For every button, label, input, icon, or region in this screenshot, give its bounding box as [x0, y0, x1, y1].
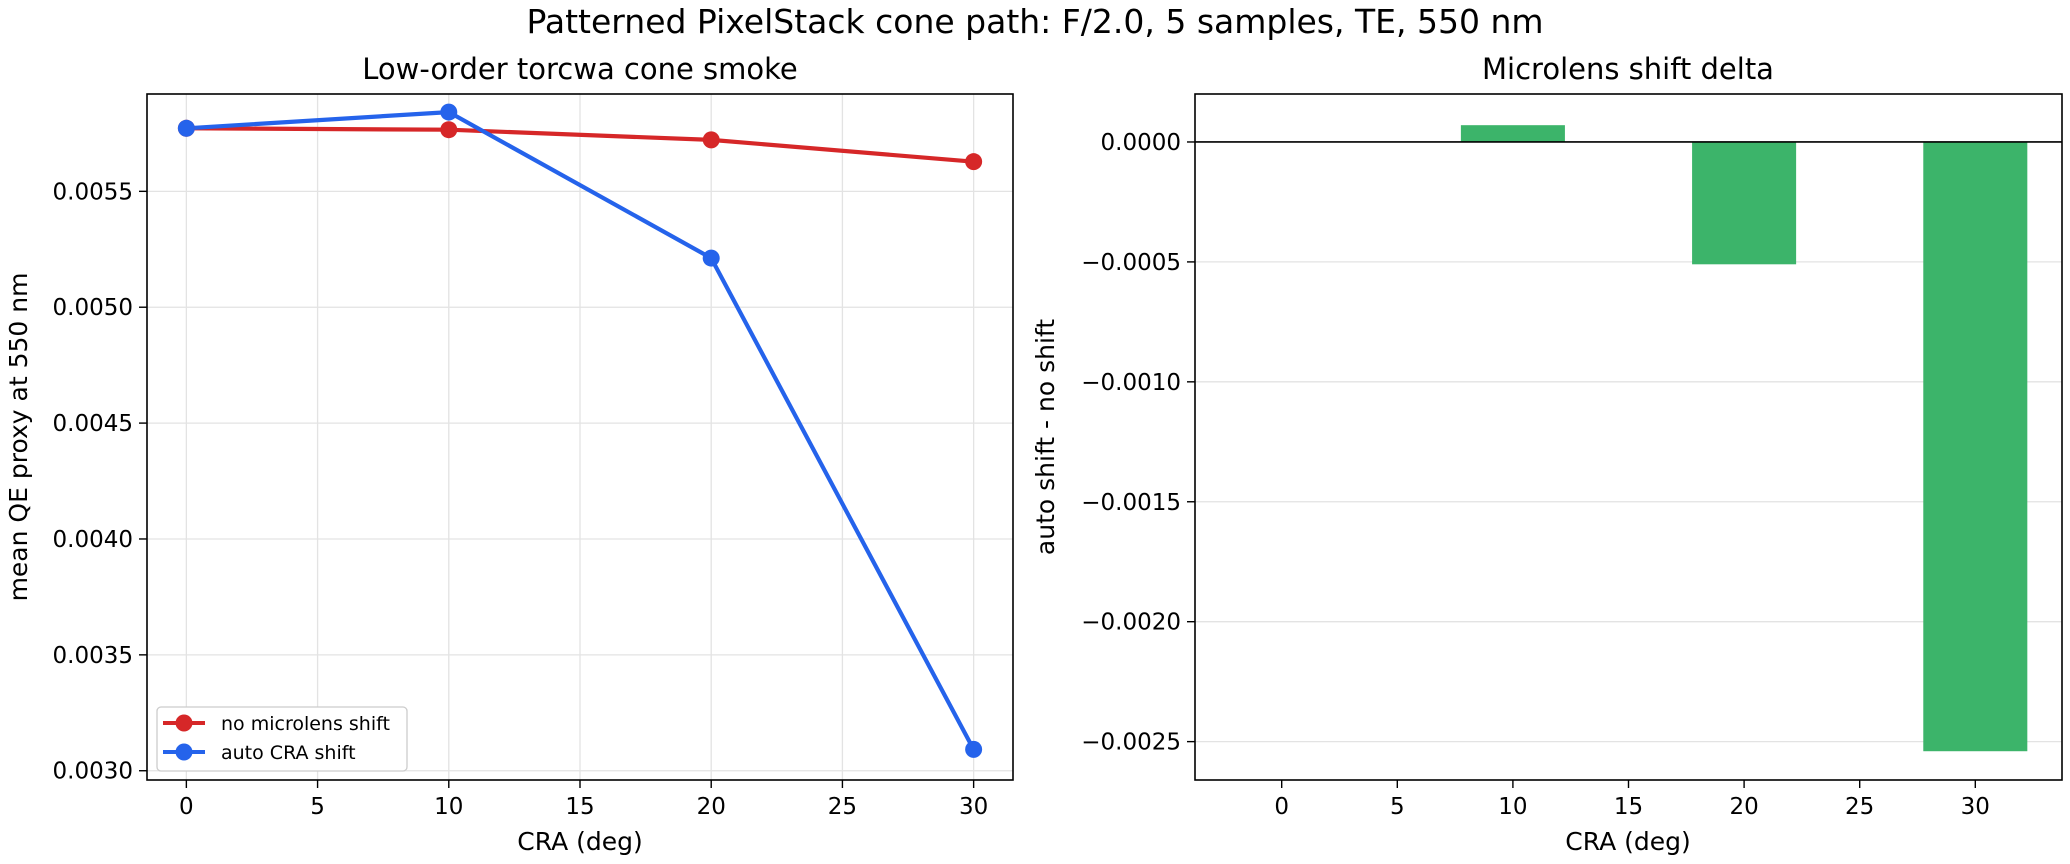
legend-marker-no-shift — [175, 714, 193, 732]
legend-label-no-shift: no microlens shift — [221, 713, 390, 735]
delta-bar — [1923, 141, 2028, 752]
right-x-ticks: 0 5 10 15 20 25 30 — [1274, 780, 1990, 820]
legend-entry-no-shift: no microlens shift — [163, 713, 390, 735]
delta-bar — [1692, 141, 1797, 265]
left-y-tick-label: 0.0040 — [53, 527, 133, 553]
figure-title: Patterned PixelStack cone path: F/2.0, 5… — [526, 2, 1543, 41]
data-point-no-shift — [702, 131, 720, 149]
right-x-tick-label: 25 — [1845, 794, 1874, 820]
right-chart-title: Microlens shift delta — [1482, 52, 1774, 86]
right-y-tick-label: −0.0010 — [1081, 370, 1181, 396]
left-x-tick-label: 15 — [565, 794, 594, 820]
right-y-tick-label: −0.0015 — [1081, 490, 1181, 516]
left-x-tick-label: 10 — [434, 794, 463, 820]
shift-delta-bar-chart: Microlens shift delta 0 5 10 15 20 25 30 0.000… — [1031, 52, 2063, 856]
data-point-auto-shift — [702, 249, 720, 267]
data-point-auto-shift — [177, 119, 195, 137]
qe-line-chart: Low-order torcwa cone smoke 0 5 10 15 20 25 30… — [4, 52, 1014, 856]
left-x-tick-label: 25 — [828, 794, 857, 820]
legend-entry-auto-shift: auto CRA shift — [163, 742, 356, 764]
left-y-tick-label: 0.0030 — [53, 759, 133, 785]
left-y-tick-label: 0.0050 — [53, 295, 133, 321]
left-x-ticks: 0 5 10 15 20 25 30 — [179, 780, 988, 820]
series-line-no-shift — [186, 126, 974, 164]
left-chart-title: Low-order torcwa cone smoke — [362, 52, 798, 86]
data-point-auto-shift — [440, 103, 458, 121]
right-x-tick-label: 30 — [1961, 794, 1990, 820]
series-line-auto-shift — [186, 109, 976, 751]
left-y-ticks: 0.0030 0.0035 0.0040 0.0045 0.0050 0.0055 — [53, 179, 147, 785]
legend-label-auto-shift: auto CRA shift — [221, 742, 356, 764]
data-point-no-shift — [965, 153, 983, 171]
right-x-tick-label: 0 — [1274, 794, 1289, 820]
left-y-axis-label: mean QE proxy at 550 nm — [4, 273, 33, 602]
left-y-tick-label: 0.0055 — [53, 179, 133, 205]
left-y-tick-label: 0.0035 — [53, 643, 133, 669]
left-x-tick-label: 0 — [179, 794, 194, 820]
right-grid — [1195, 141, 2062, 743]
right-y-tick-label: −0.0025 — [1081, 730, 1181, 756]
left-y-tick-label: 0.0045 — [53, 411, 133, 437]
left-x-tick-label: 30 — [959, 794, 988, 820]
right-x-tick-label: 10 — [1498, 794, 1527, 820]
right-x-tick-label: 20 — [1729, 794, 1758, 820]
data-point-auto-shift — [965, 740, 983, 758]
right-x-tick-label: 15 — [1614, 794, 1643, 820]
left-x-tick-label: 20 — [697, 794, 726, 820]
delta-bar — [1460, 125, 1565, 142]
right-y-tick-label: 0.0000 — [1101, 130, 1181, 156]
left-x-tick-label: 5 — [310, 794, 325, 820]
right-y-tick-label: −0.0020 — [1081, 610, 1181, 636]
left-grid — [147, 94, 1013, 780]
legend-frame — [156, 706, 408, 772]
left-x-axis-label: CRA (deg) — [517, 827, 643, 856]
right-x-axis-label: CRA (deg) — [1565, 827, 1691, 856]
right-y-tick-label: −0.0005 — [1081, 250, 1181, 276]
legend: no microlens shift auto CRA shift — [156, 706, 408, 772]
right-y-axis-label: auto shift - no shift — [1031, 319, 1060, 555]
right-bars-layer — [1460, 125, 2028, 752]
right-x-tick-label: 5 — [1390, 794, 1405, 820]
left-series-layer — [177, 103, 983, 758]
right-y-ticks: 0.0000 −0.0005 −0.0010 −0.0015 −0.0020 −0.002… — [1081, 130, 1195, 756]
data-point-no-shift — [440, 121, 458, 139]
legend-marker-auto-shift — [175, 743, 193, 761]
